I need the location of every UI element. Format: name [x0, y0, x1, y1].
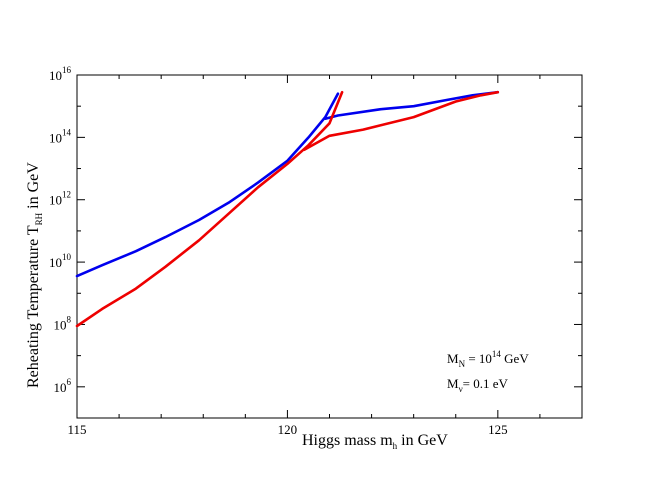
y-tick-label-base: 10 — [54, 317, 67, 332]
x-axis-label-sub: h — [393, 441, 398, 451]
annotation-mass-n: MN = 1014 GeV — [447, 349, 529, 369]
annotation-mass-n-sub: N — [459, 359, 466, 369]
y-tick-label-exponent: 8 — [67, 314, 72, 324]
annotation-mass-nu: Mν= 0.1 eV — [447, 376, 508, 394]
annotation-mass-n-mid: = 10 — [465, 351, 492, 366]
series-line-blue — [75, 92, 340, 278]
y-tick-label-exponent: 6 — [67, 377, 72, 387]
y-tick-label: 1016 — [49, 65, 72, 83]
series-lines — [75, 90, 500, 328]
y-tick-label: 1014 — [49, 127, 72, 145]
y-tick-label: 1010 — [49, 252, 72, 270]
x-tick-label: 125 — [488, 422, 508, 437]
annotation-mass-n-suffix: GeV — [501, 351, 529, 366]
x-tick-label: 120 — [278, 422, 298, 437]
y-tick-label-exponent: 14 — [62, 127, 72, 137]
series-line-blue — [324, 90, 500, 120]
y-tick-label: 1012 — [49, 190, 71, 208]
y-tick-label-exponent: 16 — [62, 65, 72, 75]
y-tick-label-base: 10 — [49, 255, 62, 270]
y-tick-label-base: 10 — [49, 193, 62, 208]
annotation-mass-n-sup: 14 — [492, 349, 502, 359]
y-tick-label-base: 10 — [54, 380, 67, 395]
y-axis-label-suffix: in GeV — [25, 162, 42, 213]
y-tick-label: 106 — [54, 377, 72, 395]
x-axis-label: Higgs mass mh in GeV — [302, 432, 448, 451]
y-tick-label-base: 10 — [49, 68, 62, 83]
annotation-mass-nu-main: M — [447, 376, 459, 391]
series-line-red — [303, 90, 500, 152]
y-axis-label: Reheating Temperature TRH in GeV — [25, 162, 44, 388]
annotation-mass-n-main: M — [447, 351, 459, 366]
y-tick-label-exponent: 10 — [62, 252, 72, 262]
y-tick-label-exponent: 12 — [62, 190, 71, 200]
x-axis-label-suffix: in GeV — [397, 432, 448, 449]
x-axis-label-main: Higgs mass m — [302, 432, 393, 449]
series-line-red — [75, 90, 344, 328]
y-tick-label: 108 — [54, 314, 72, 332]
y-axis-label-sub: RH — [34, 212, 44, 225]
plot-frame — [76, 74, 583, 419]
annotation-mass-nu-mid: = 0.1 eV — [463, 376, 509, 391]
x-axis-ticks: 115 120 125 — [67, 75, 583, 437]
y-tick-label-base: 10 — [49, 130, 62, 145]
x-tick-label: 115 — [67, 422, 86, 437]
annotation-mass-nu-sub: ν — [459, 384, 463, 394]
y-axis-label-main: Reheating Temperature T — [25, 225, 42, 388]
